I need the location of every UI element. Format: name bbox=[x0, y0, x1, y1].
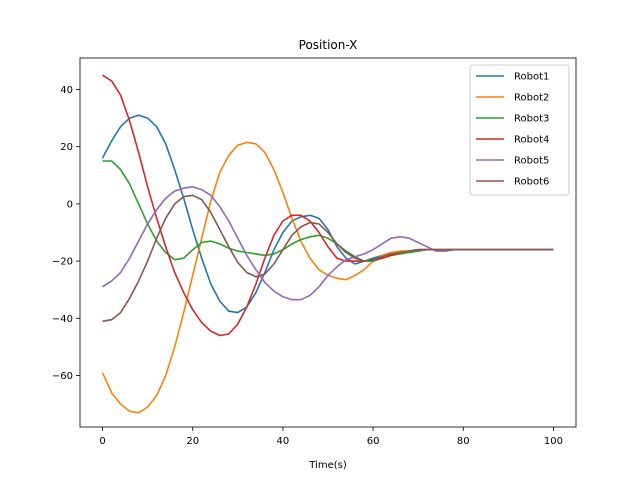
y-tick-label: 0 bbox=[67, 199, 73, 210]
legend: Robot1 Robot2 Robot3 Robot4 Robot5 Robot6 bbox=[469, 64, 570, 196]
series-line-robot6 bbox=[102, 194, 554, 322]
legend-box bbox=[469, 64, 570, 196]
chart-title: Position-X bbox=[299, 38, 358, 52]
y-tick-label: −20 bbox=[52, 257, 73, 268]
y-tick-label: 40 bbox=[60, 85, 73, 96]
axes-frame bbox=[79, 57, 577, 428]
legend-label-robot2: Robot2 bbox=[514, 93, 549, 104]
x-tick-label: 20 bbox=[186, 436, 199, 447]
legend-label-robot4: Robot4 bbox=[514, 135, 549, 146]
y-tick-label: −60 bbox=[52, 371, 73, 382]
x-axis-title: Time(s) bbox=[308, 460, 347, 471]
x-tick-label: 0 bbox=[99, 436, 105, 447]
x-tick-label: 100 bbox=[544, 436, 563, 447]
legend-label-robot3: Robot3 bbox=[514, 114, 549, 125]
legend-label-robot5: Robot5 bbox=[514, 156, 549, 167]
legend-label-robot6: Robot6 bbox=[514, 177, 549, 188]
legend-label-robot1: Robot1 bbox=[514, 72, 549, 83]
x-tick-label: 60 bbox=[367, 436, 380, 447]
x-tick-label: 40 bbox=[277, 436, 290, 447]
plot-area: 0 20 40 60 80 100 −60 −40 −20 0 20 40 bbox=[52, 57, 577, 447]
y-tick-label: 20 bbox=[60, 142, 73, 153]
x-tick-label: 80 bbox=[457, 436, 470, 447]
y-tick-label: −40 bbox=[52, 314, 73, 325]
